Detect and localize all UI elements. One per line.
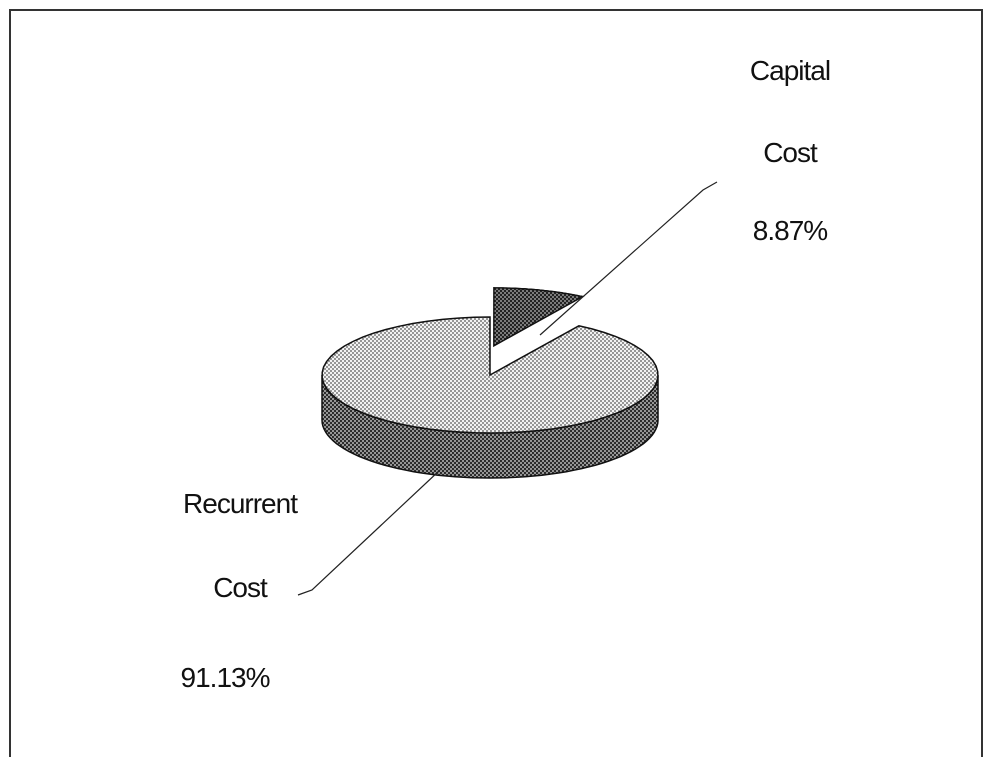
slice-top xyxy=(321,316,659,434)
pie-slice xyxy=(493,286,585,348)
label-line: Cost xyxy=(213,572,268,603)
label-line: Cost xyxy=(763,137,818,168)
label-line: Recurrent xyxy=(183,488,298,519)
leader-line xyxy=(539,181,718,336)
category-label: Capital Cost xyxy=(750,55,830,168)
slice-top xyxy=(493,286,585,348)
value-label: 8.87% xyxy=(753,215,827,246)
frame xyxy=(9,9,983,757)
leader-line xyxy=(297,469,441,596)
pie-slice xyxy=(321,316,659,479)
label-line: Capital xyxy=(750,55,830,86)
category-label: Recurrent Cost xyxy=(183,488,298,603)
value-label: 91.13% xyxy=(181,662,270,693)
